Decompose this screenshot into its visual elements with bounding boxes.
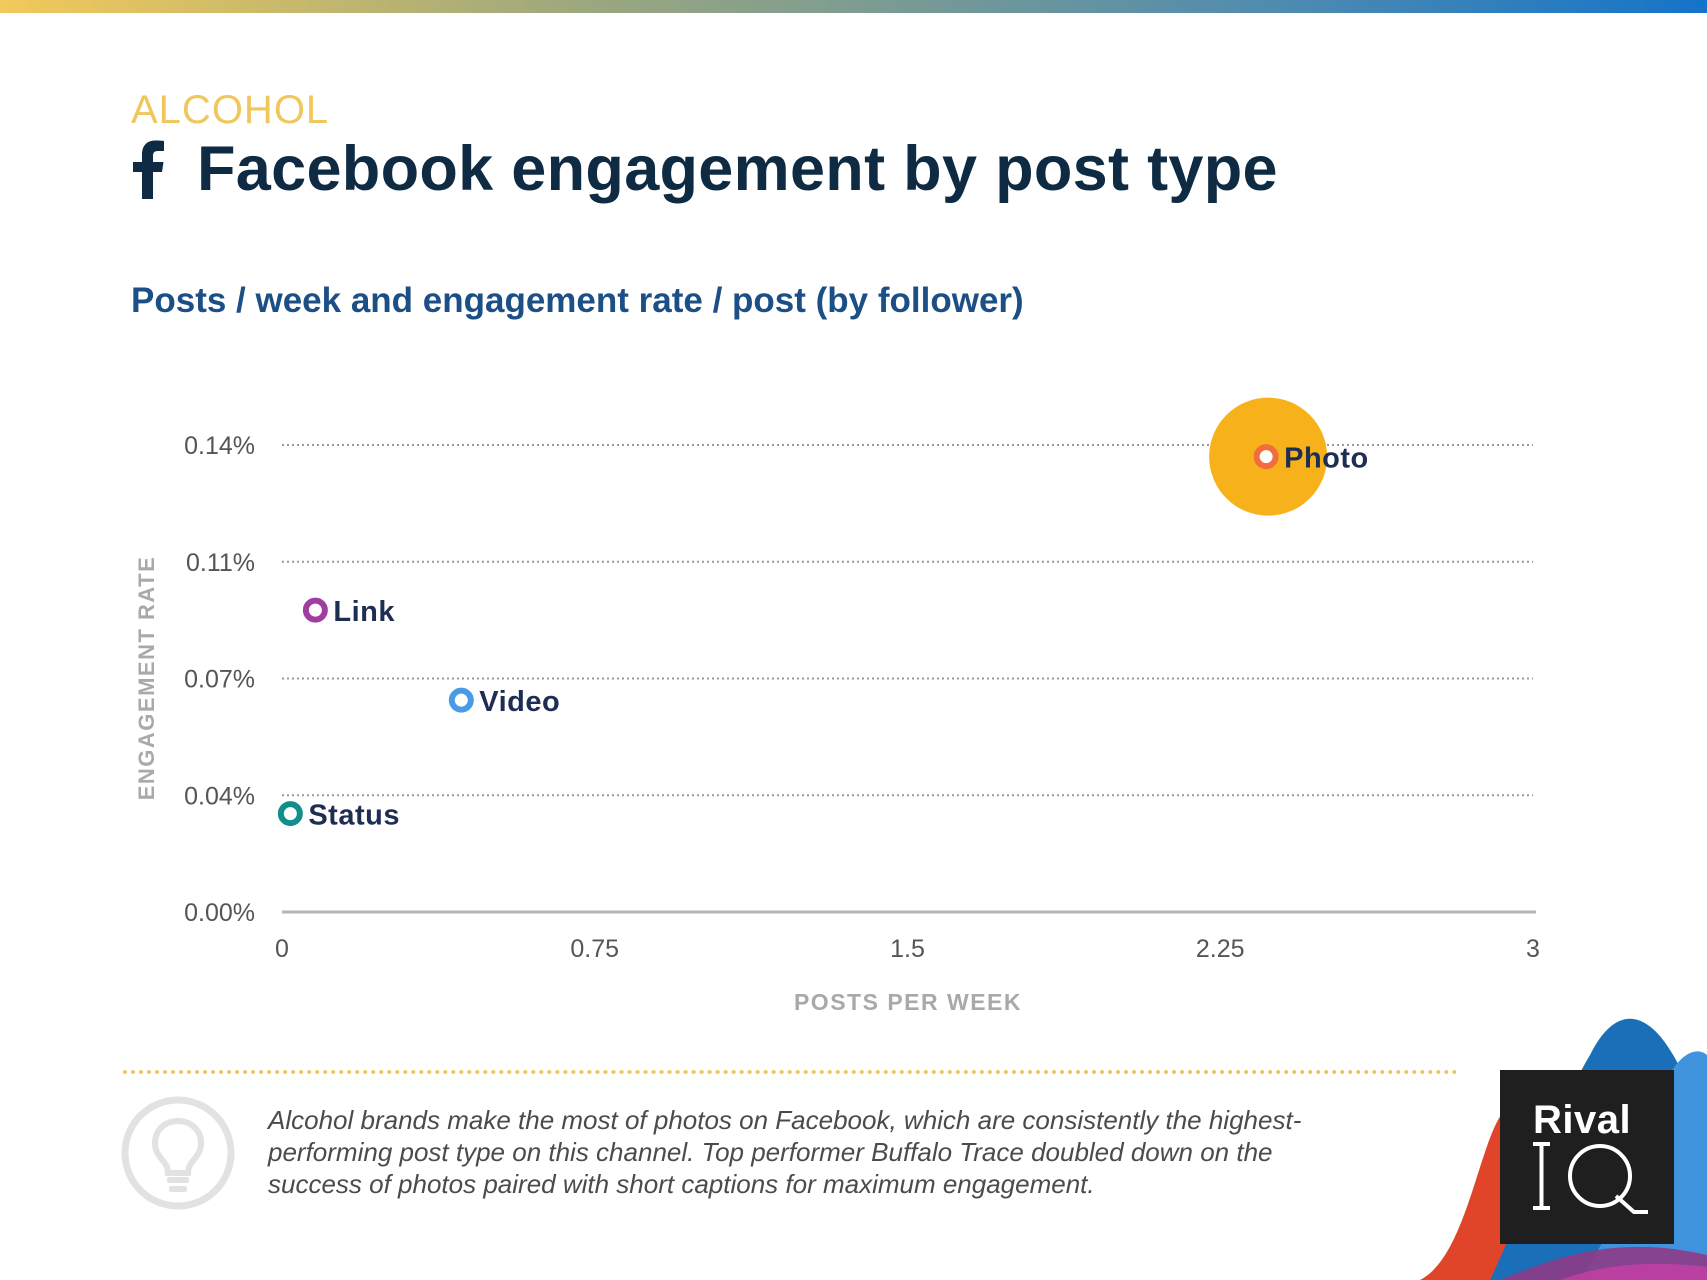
x-tick-label: 2.25 [1196, 935, 1245, 963]
point-label: Photo [1284, 443, 1369, 475]
chart-subtitle: Posts / week and engagement rate / post … [131, 281, 1024, 320]
scatter-chart: 0.00%0.04%0.07%0.11%0.14% 0 0.75 1.5 2.25 3 … [134, 397, 1540, 1015]
y-axis-ticks: 0.00% 0.04% 0.07% 0.11% 0.14% [184, 432, 255, 927]
facebook-icon [133, 140, 164, 199]
point-marker [302, 597, 328, 623]
title-row: Facebook engagement by post type [131, 132, 1278, 206]
category-label: ALCOHOL [131, 88, 330, 132]
x-tick-label: 1.5 [890, 935, 925, 963]
page-title: Facebook engagement by post type [197, 134, 1278, 204]
x-tick-label: 3 [1526, 935, 1540, 963]
logo-iq-mark [1533, 1142, 1648, 1214]
y-tick-label: 0.04% [184, 782, 255, 810]
lightbulb-icon [121, 1096, 235, 1210]
y-tick-label: 0.11% [186, 549, 255, 577]
point-label: Link [333, 596, 395, 628]
y-tick-label: 0.07% [184, 666, 255, 694]
insight-text: Alcohol brands make the most of photos o… [268, 1105, 1302, 1199]
point-marker [1253, 444, 1279, 470]
y-axis-label: ENGAGEMENT RATE [134, 556, 159, 801]
point-label: Video [479, 686, 560, 718]
x-axis-label: POSTS PER WEEK [794, 989, 1022, 1015]
data-points: Photo Link Video Status [277, 397, 1369, 832]
x-axis-ticks: 0 0.75 1.5 2.25 3 [275, 935, 1540, 963]
section-divider [123, 1070, 1458, 1074]
x-tick-label: 0 [275, 935, 289, 963]
point-marker [277, 801, 303, 827]
point-label: Status [308, 800, 400, 832]
top-gradient-bar [0, 0, 1707, 13]
point-video: Video [448, 686, 560, 718]
rival-iq-logo: Rival [1500, 1070, 1674, 1244]
grid-lines [282, 444, 1533, 797]
y-tick-label: 0.14% [184, 432, 255, 460]
point-marker [448, 687, 474, 713]
y-tick-label: 0.00% [184, 899, 255, 927]
x-tick-label: 0.75 [570, 935, 619, 963]
logo-text-rival: Rival [1533, 1098, 1632, 1142]
point-link: Link [302, 596, 395, 628]
point-photo: Photo [1209, 397, 1369, 516]
point-status: Status [277, 800, 400, 832]
